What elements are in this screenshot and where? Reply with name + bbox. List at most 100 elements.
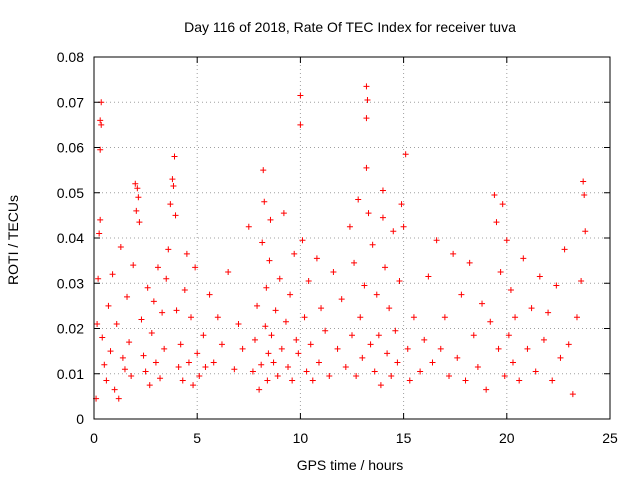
y-tick-label: 0.08 (57, 49, 84, 65)
data-point (200, 332, 207, 339)
data-point (446, 373, 453, 380)
data-point (96, 230, 103, 237)
data-point (111, 386, 118, 393)
data-point (251, 336, 258, 343)
data-point (265, 350, 272, 357)
data-point (580, 178, 587, 185)
data-point (115, 395, 122, 402)
data-point (495, 345, 502, 352)
data-point (297, 121, 304, 128)
data-point (101, 361, 108, 368)
data-point (491, 192, 498, 199)
data-point (260, 167, 267, 174)
data-point (267, 216, 274, 223)
data-point (363, 83, 370, 90)
data-point (225, 268, 232, 275)
data-point (578, 277, 585, 284)
data-point (109, 271, 116, 278)
data-point (276, 275, 283, 282)
data-point (483, 386, 490, 393)
chart-title: Day 116 of 2018, Rate Of TEC Index for r… (184, 19, 516, 35)
data-point (388, 373, 395, 380)
data-point (421, 336, 428, 343)
data-point (462, 377, 469, 384)
data-point (528, 305, 535, 312)
data-point (170, 182, 177, 189)
data-point (487, 318, 494, 325)
data-point (297, 92, 304, 99)
data-point (165, 246, 172, 253)
data-point (503, 237, 510, 244)
data-point (369, 241, 376, 248)
plot-frame (93, 56, 611, 420)
data-point (117, 244, 124, 251)
data-point (235, 320, 242, 327)
data-point (190, 382, 197, 389)
data-point (326, 373, 333, 380)
data-point (124, 293, 131, 300)
data-point (569, 391, 576, 398)
data-point (154, 264, 161, 271)
data-points (93, 83, 589, 402)
data-point (382, 264, 389, 271)
data-point (206, 291, 213, 298)
data-point (94, 320, 101, 327)
data-point (351, 259, 358, 266)
data-point (349, 332, 355, 339)
data-point (375, 332, 382, 339)
data-point (146, 382, 153, 389)
data-point (264, 377, 271, 384)
data-point (342, 363, 349, 370)
data-point (130, 262, 137, 269)
y-axis-label: ROTI / TECUs (5, 195, 21, 285)
data-point (299, 237, 306, 244)
data-point (261, 198, 268, 205)
x-tick-label: 20 (499, 430, 515, 446)
data-point (367, 341, 374, 348)
data-point (262, 323, 269, 330)
data-point (322, 327, 329, 334)
data-point (359, 354, 366, 361)
data-point (289, 377, 296, 384)
data-point (404, 345, 411, 352)
data-point (307, 341, 314, 348)
data-point (499, 201, 506, 208)
data-point (549, 377, 556, 384)
data-point (258, 361, 265, 368)
data-point (392, 327, 399, 334)
data-point (172, 212, 179, 219)
data-point (171, 153, 178, 160)
data-point (433, 237, 440, 244)
data-point (363, 115, 370, 122)
data-point (313, 255, 320, 262)
data-point (357, 314, 364, 321)
data-point (364, 96, 371, 103)
y-tick-label: 0 (76, 411, 84, 427)
data-point (303, 368, 310, 375)
data-point (565, 341, 572, 348)
x-axis-label: GPS time / hours (297, 457, 404, 473)
data-point (540, 336, 547, 343)
data-point (493, 219, 500, 226)
data-point (183, 250, 190, 257)
data-point (466, 259, 473, 266)
data-point (132, 180, 139, 187)
data-point (179, 377, 186, 384)
data-point (497, 268, 504, 275)
data-point (161, 345, 168, 352)
data-point (532, 368, 539, 375)
axis-ticks (93, 56, 611, 420)
data-point (138, 316, 145, 323)
data-point (163, 275, 170, 282)
data-point (103, 377, 110, 384)
data-point (295, 350, 302, 357)
data-point (450, 250, 457, 257)
data-point (97, 146, 104, 153)
y-tick-label: 0.03 (57, 275, 84, 291)
data-point (581, 192, 588, 199)
data-point (573, 314, 580, 321)
y-tick-label: 0.01 (57, 366, 84, 382)
data-point (167, 201, 174, 208)
data-point (245, 223, 252, 230)
x-tick-label: 0 (90, 430, 98, 446)
